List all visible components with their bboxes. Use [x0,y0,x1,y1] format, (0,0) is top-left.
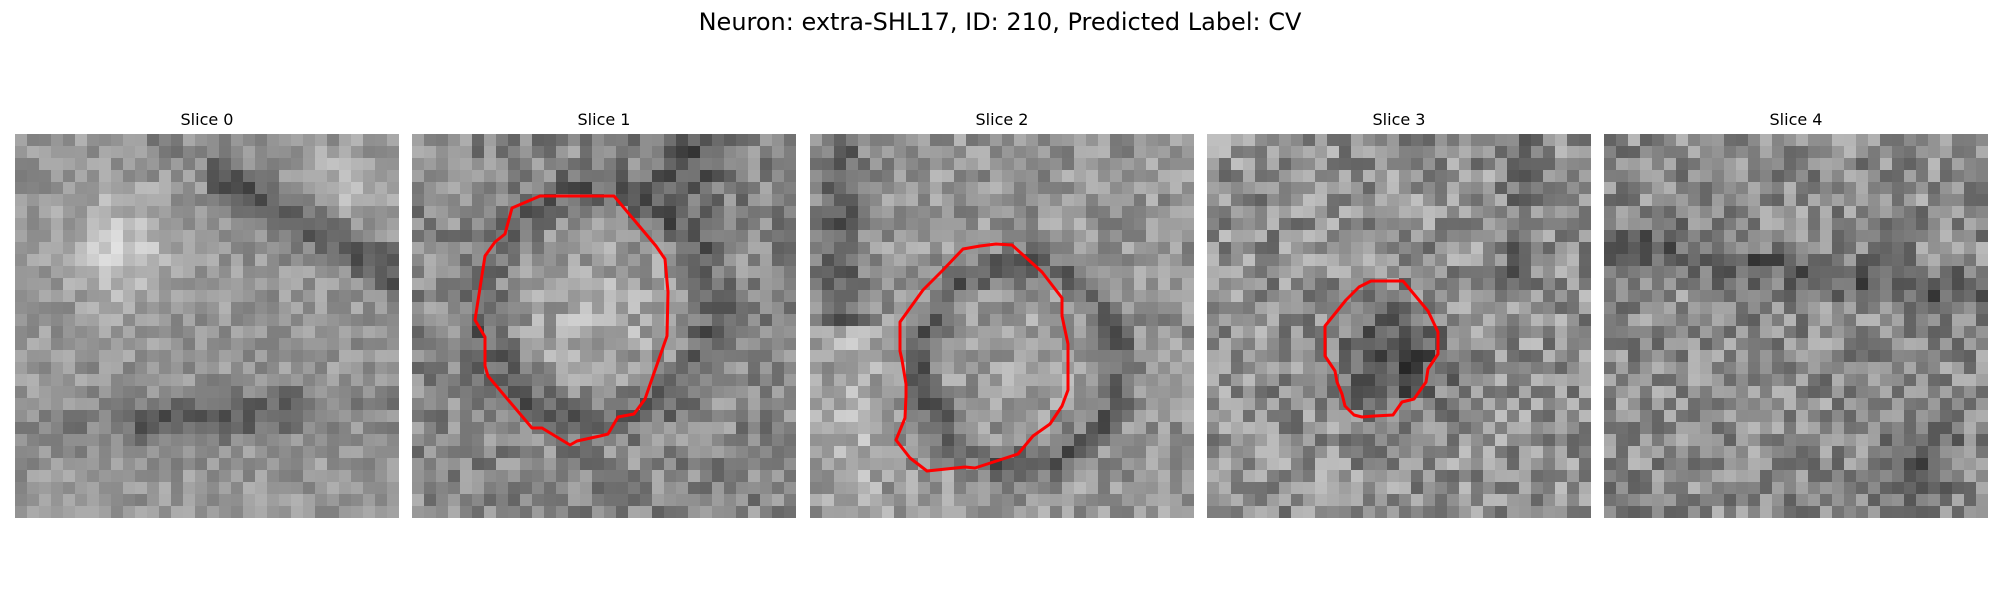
grayscale-pixels [1207,134,1591,518]
slice-panel-3: Slice 3 [1207,108,1591,518]
slice-image-4 [1604,134,1988,518]
slice-panel-4: Slice 4 [1604,108,1988,518]
figure-title: Neuron: extra-SHL17, ID: 210, Predicted … [698,8,1302,36]
slice-title-3: Slice 3 [1372,110,1426,129]
slice-image-0 [15,134,399,518]
slice-image-1 [412,134,796,518]
slice-image-2 [810,134,1194,518]
slice-image-3 [1207,134,1591,518]
segmentation-contour [473,194,670,447]
slice-panel-2: Slice 2 [810,108,1194,518]
grayscale-pixels [1604,134,1988,518]
segmentation-contour [1323,279,1440,419]
slice-title-2: Slice 2 [975,110,1029,129]
grayscale-pixels [810,134,1194,518]
slice-title-1: Slice 1 [577,110,631,129]
slice-panel-0: Slice 0 [15,108,399,518]
grayscale-pixels [412,134,796,518]
slice-title-0: Slice 0 [180,110,234,129]
grayscale-pixels [15,134,399,518]
slice-title-4: Slice 4 [1769,110,1823,129]
segmentation-contour [894,242,1070,473]
slice-panel-1: Slice 1 [412,108,796,518]
